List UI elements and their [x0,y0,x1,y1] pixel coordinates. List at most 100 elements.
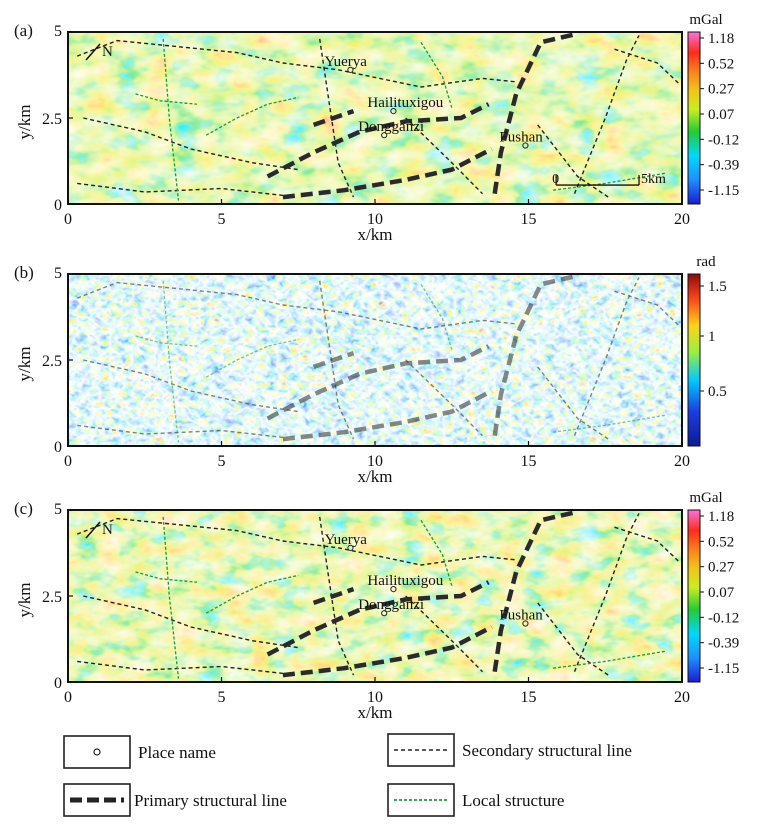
legend: Place name Secondary structural line Prima… [63,733,632,817]
primary-structural-line [266,344,490,421]
place-marker [381,132,388,139]
y-tick-label: 0 [54,197,62,214]
place-name-label: Hailituxigou [367,95,443,111]
secondary-structural-line [76,281,517,330]
local-structure-line [205,338,299,378]
primary-structural-line [492,273,579,437]
local-structure-line [135,571,197,583]
panel-label: (c) [14,499,33,518]
colorbar [687,31,701,205]
legend-primary-line: Primary structural line [63,783,287,817]
primary-structural-line [282,147,493,200]
colorbar-unit: mGal [689,490,722,506]
colorbar-tick-label: -0.12 [708,610,739,626]
colorbar-tick-label: 0.5 [708,384,727,400]
local-structure-line [553,650,667,669]
legend-label: Secondary structural line [462,741,632,760]
primary-structural-line [312,350,355,370]
legend-label: Local structure [462,791,564,810]
x-axis-label: x/km [358,225,393,244]
primary-structural-line [492,31,579,195]
x-tick-label: 10 [367,453,383,470]
colorbar-tick-label: 1.18 [708,509,734,525]
secondary-structural-line [77,660,283,675]
panel-a: Yuerya Hailituxigou Dongganzi Fushan N 0 5km 0 5… [14,12,739,244]
x-tick-label: 10 [367,211,383,228]
secondary-structural-line [573,277,640,436]
y-tick-label: 5 [54,265,62,282]
legend-place-name: Place name [63,735,216,769]
primary-structural-line [312,586,355,606]
legend-secondary-line: Secondary structural line [387,733,632,767]
colorbar [687,509,701,683]
x-tick-label: 15 [521,453,537,470]
secondary-structural-line [537,366,609,440]
colorbar-tick-label: -1.15 [708,183,739,199]
local-structure-line [162,280,180,443]
secondary-structural-line [537,124,609,198]
colorbar-tick-label: -0.39 [708,158,739,174]
secondary-structural-line [76,39,517,88]
x-tick-label: 5 [218,211,226,228]
secondary-structural-line [76,517,517,566]
colorbar-tick-label: 1.18 [708,31,734,47]
colorbar-tick-label: 0.27 [708,82,735,98]
secondary-structural-line [405,117,483,195]
x-tick-label: 0 [64,453,72,470]
north-arrow-icon [85,521,101,539]
local-structure-line [162,516,180,679]
local-structure-line [205,96,299,136]
x-tick-label: 0 [64,211,72,228]
x-axis-label: x/km [358,703,393,722]
x-tick-label: 20 [674,453,690,470]
y-tick-label: 2.5 [42,353,62,370]
y-tick-label: 0 [54,439,62,456]
place-name-label: Dongganzi [358,119,424,135]
y-tick-label: 2.5 [42,589,62,606]
x-tick-label: 5 [218,689,226,706]
x-tick-label: 5 [218,453,226,470]
local-structure-line [553,172,667,191]
x-tick-label: 15 [521,211,537,228]
place-name-label: Hailituxigou [367,573,443,589]
y-axis-label: y/km [15,583,34,618]
colorbar-tick-label: 0.07 [708,585,735,601]
secondary-structural-line [405,595,483,673]
place-name-label: Yuerya [324,532,367,548]
north-label: N [102,44,113,60]
place-marker [347,66,354,73]
local-structure-line [553,414,667,433]
x-tick-label: 10 [367,689,383,706]
colorbar-tick-label: 0.52 [708,56,734,72]
north-arrow-icon [85,43,101,61]
secondary-structural-line [573,513,640,672]
primary-structural-line [266,102,490,179]
colorbar-unit: rad [696,254,716,270]
colorbar-tick-label: -1.15 [708,661,739,677]
place-marker [390,108,397,115]
secondary-structural-line [83,595,299,649]
north-label: N [102,522,113,538]
secondary-structural-line [537,602,609,676]
secondary-structural-line [83,117,299,171]
primary-structural-line [282,389,493,442]
primary-structural-line [492,509,579,673]
legend-label: Place name [138,743,216,762]
place-name-label: Yuerya [324,54,367,70]
map-image-c [68,510,682,682]
colorbar-tick-label: 0.52 [708,534,734,550]
x-tick-label: 20 [674,689,690,706]
colorbar-tick-label: -0.12 [708,132,739,148]
x-tick-label: 0 [64,689,72,706]
y-tick-label: 0 [54,675,62,692]
legend-swatch-box [63,735,131,769]
map-image-a [68,32,682,204]
secondary-structural-line [405,359,483,437]
legend-swatch-box [387,733,455,767]
y-axis-label: y/km [15,347,34,382]
panel-label: (a) [14,21,33,40]
y-tick-label: 5 [54,23,62,40]
place-name-label: Fushan [499,130,543,146]
local-structure-line [420,41,453,108]
